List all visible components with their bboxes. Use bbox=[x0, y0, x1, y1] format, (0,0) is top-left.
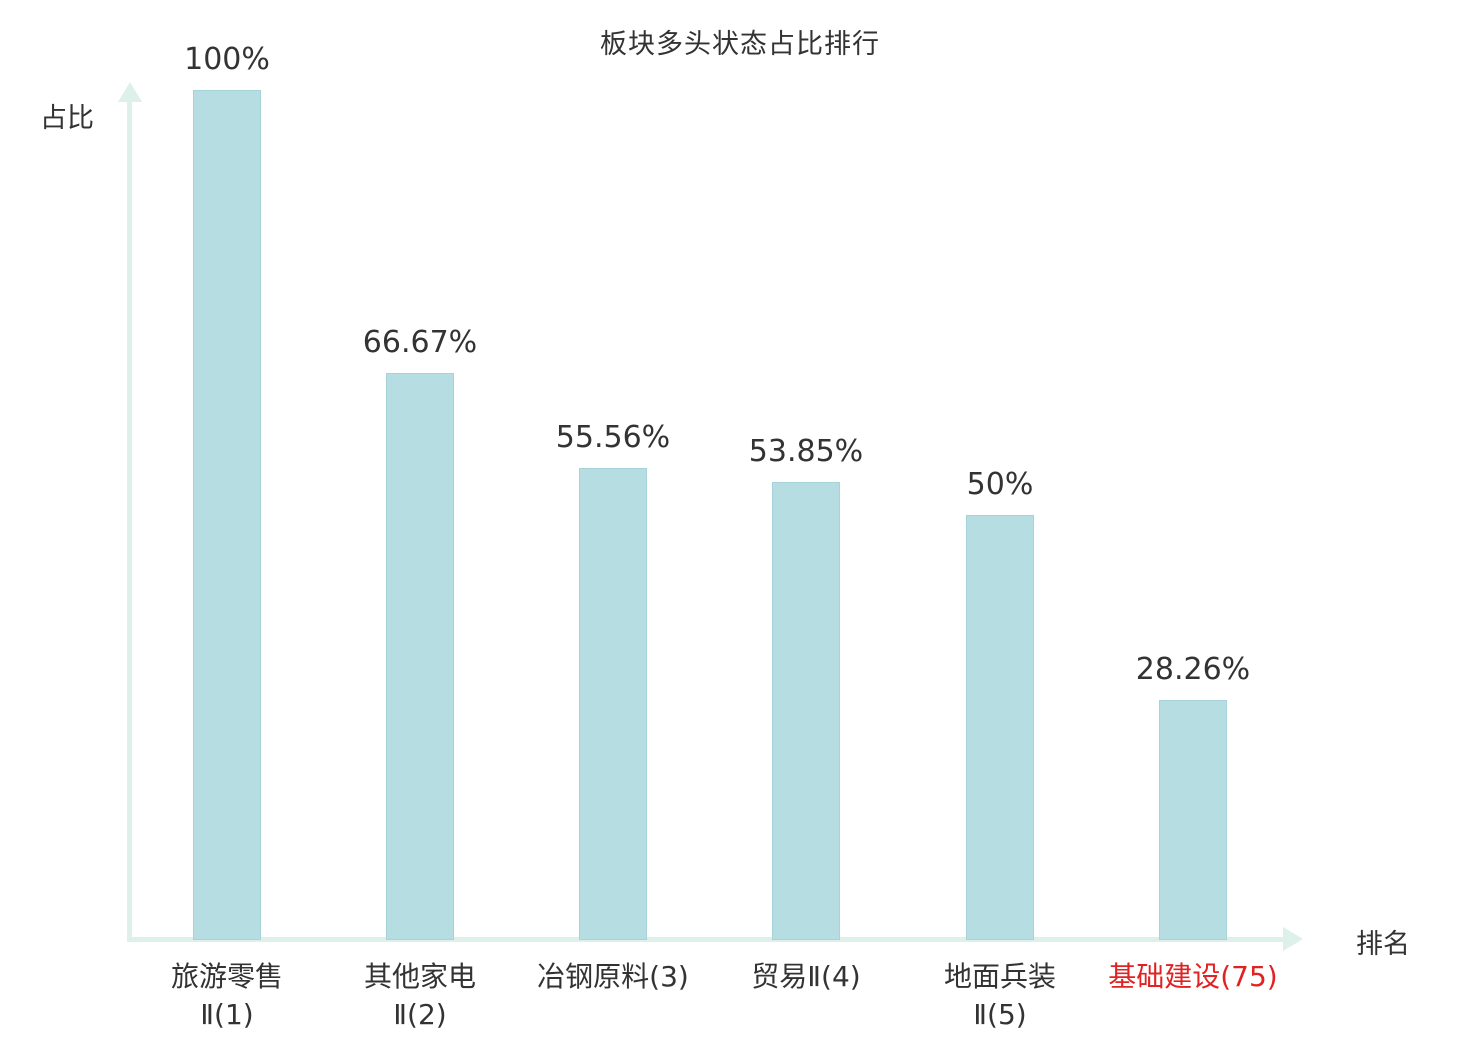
y-axis-arrow-icon bbox=[118, 82, 142, 102]
bar bbox=[1159, 700, 1227, 940]
category-label-line: Ⅱ(5) bbox=[973, 998, 1027, 1031]
category-label: 冶钢原料(3) bbox=[473, 958, 753, 996]
bar-value-label: 28.26% bbox=[1135, 652, 1251, 687]
category-label-line: 基础建设(75) bbox=[1108, 960, 1278, 993]
x-axis-arrow-icon bbox=[1283, 927, 1303, 951]
x-axis-label: 排名 bbox=[1356, 929, 1410, 960]
category-label-line: Ⅱ(2) bbox=[393, 998, 447, 1031]
category-label: 地面兵装 Ⅱ(5) bbox=[860, 958, 1140, 1034]
category-label-line: 其他家电 bbox=[363, 960, 476, 993]
bar-value-label: 66.67% bbox=[362, 325, 478, 360]
category-label: 其他家电 Ⅱ(2) bbox=[280, 958, 560, 1034]
bar-value-label: 100% bbox=[184, 42, 270, 77]
x-axis-line bbox=[127, 937, 1285, 942]
category-label: 贸易Ⅱ(4) bbox=[666, 958, 946, 996]
category-label-line: 旅游零售 bbox=[170, 960, 283, 993]
y-axis-line bbox=[127, 100, 132, 942]
bar bbox=[579, 468, 647, 940]
bar-value-label: 50% bbox=[966, 467, 1034, 502]
category-label-line: 冶钢原料(3) bbox=[537, 960, 689, 993]
category-label-line: 地面兵装 bbox=[943, 960, 1056, 993]
bar bbox=[772, 482, 840, 940]
bar bbox=[386, 373, 454, 940]
bar bbox=[193, 90, 261, 940]
bar-value-label: 55.56% bbox=[555, 420, 671, 455]
y-axis-label: 占比 bbox=[40, 103, 94, 134]
bar bbox=[966, 515, 1034, 940]
bar-value-label: 53.85% bbox=[748, 434, 864, 469]
category-label: 基础建设(75) bbox=[1053, 958, 1333, 996]
chart-title: 板块多头状态占比排行 bbox=[600, 29, 880, 60]
category-label: 旅游零售 Ⅱ(1) bbox=[87, 958, 367, 1034]
category-label-line: 贸易Ⅱ(4) bbox=[751, 960, 861, 993]
category-label-line: Ⅱ(1) bbox=[200, 998, 254, 1031]
